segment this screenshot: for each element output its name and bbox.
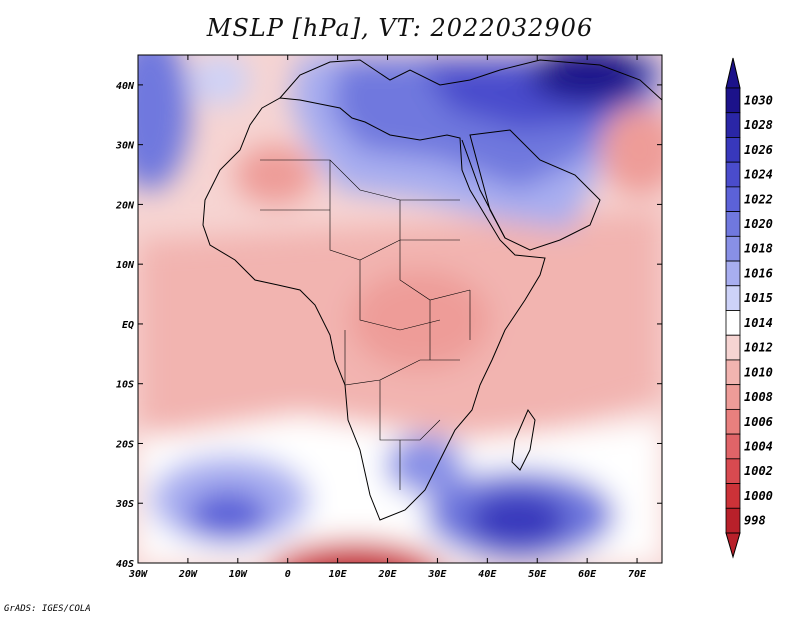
southern-africa-ridge: [385, 435, 465, 495]
y-tick-label: 20N: [115, 200, 135, 211]
y-tick-label: 30S: [115, 499, 134, 510]
colorbar-swatch: [725, 211, 741, 237]
colorbar-swatch: [725, 458, 741, 484]
colorbar-label: 1026: [744, 143, 773, 157]
colorbar-label: 1015: [744, 291, 773, 305]
coastlines: [202, 59, 662, 521]
border-lines: [260, 159, 471, 490]
grads-credit: GrADS: IGES/COLA: [4, 604, 91, 614]
colorbar-swatch: [725, 310, 741, 336]
colorbar-label: 1028: [744, 118, 773, 132]
colorbar-swatch: [725, 483, 741, 509]
x-tick-label: 20W: [178, 569, 198, 580]
colorbar-label: 1020: [744, 217, 773, 231]
colorbar-label: 998: [744, 514, 766, 528]
colorbar: 1030 1028 1026 1024 1022 1020 1018 1016 1015 1014…: [725, 57, 773, 559]
north-atlantic-ridge: [190, 55, 250, 105]
x-tick-label: 10E: [329, 569, 348, 580]
colorbar-label: 1030: [744, 93, 773, 107]
x-tick-label: 0: [285, 569, 291, 580]
colorbar-swatch: [725, 112, 741, 138]
y-tick-label: 40S: [116, 559, 134, 570]
colorbar-label: 1024: [744, 168, 773, 182]
colorbar-label: 1000: [744, 489, 773, 503]
x-axis-ticks: 30W 20W 10W 0 10E 20E 30E 40E 50E 60E 70E: [128, 55, 647, 580]
colorbar-label: 1004: [744, 439, 773, 453]
x-tick-label: 30E: [427, 569, 447, 580]
europe-coastline: [279, 59, 662, 101]
x-tick-label: 40E: [478, 569, 497, 580]
y-tick-label: 20S: [115, 439, 134, 450]
colorbar-label: 1006: [744, 415, 773, 429]
colorbar-label: 1008: [744, 390, 773, 404]
madagascar-coastline: [511, 408, 536, 471]
x-tick-label: 70E: [628, 569, 647, 580]
africa-coastline: [202, 97, 546, 521]
x-tick-label: 50E: [528, 569, 547, 580]
colorbar-swatch: [725, 384, 741, 410]
x-tick-label: 30W: [128, 569, 148, 580]
colorbar-label: 1022: [744, 192, 773, 206]
north-atlantic-high: [138, 55, 190, 190]
pressure-field: [138, 55, 662, 563]
plot-frame: [137, 54, 663, 564]
iran-low: [600, 105, 662, 195]
southern-ocean-low-core: [326, 560, 384, 563]
colorbar-swatch: [725, 186, 741, 213]
y-tick-label: 10S: [116, 380, 134, 391]
sahara-heat-low: [235, 145, 315, 205]
colorbar-label: 1016: [744, 266, 773, 280]
colorbar-swatch: [725, 137, 741, 163]
y-tick-label: EQ: [122, 320, 134, 331]
colorbar-swatch: [725, 260, 741, 287]
country-borders: [260, 159, 471, 490]
colorbar-swatch: [725, 433, 741, 460]
colorbar-label: 1014: [744, 316, 773, 330]
y-axis-ticks: 40N 30N 20N 10N EQ 10S 20S 30S 40S: [115, 81, 662, 570]
x-tick-label: 20E: [377, 569, 397, 580]
south-atlantic-high-core: [188, 490, 268, 540]
colorbar-swatch: [725, 161, 741, 188]
red-sea: [461, 139, 506, 239]
equatorial-trough: [350, 270, 490, 370]
colorbar-label: 1012: [744, 341, 773, 355]
colorbar-swatch: [725, 235, 741, 262]
colorbar-label: 1002: [744, 464, 773, 478]
colorbar-swatch: [725, 408, 741, 435]
colorbar-swatch: [725, 507, 741, 534]
y-tick-label: 10N: [116, 260, 135, 271]
y-tick-label: 40N: [116, 81, 135, 92]
north-high-core: [530, 55, 650, 103]
indian-ocean-high-core: [468, 492, 568, 548]
colorbar-label: 1018: [744, 242, 773, 256]
southern-ocean-low: [270, 540, 440, 563]
colorbar-top-arrow: [725, 57, 741, 89]
colorbar-swatch: [725, 359, 741, 386]
colorbar-swatch: [725, 285, 741, 311]
x-tick-label: 10W: [229, 569, 248, 580]
colorbar-swatch: [725, 334, 741, 361]
y-tick-label: 30N: [115, 141, 135, 152]
colorbar-bottom-arrow: [725, 532, 741, 559]
colorbar-label: 1010: [744, 365, 773, 379]
map-title: MSLP [hPa], VT: 2022032906: [206, 14, 594, 42]
x-tick-label: 60E: [578, 569, 597, 580]
colorbar-swatch: [725, 87, 741, 114]
